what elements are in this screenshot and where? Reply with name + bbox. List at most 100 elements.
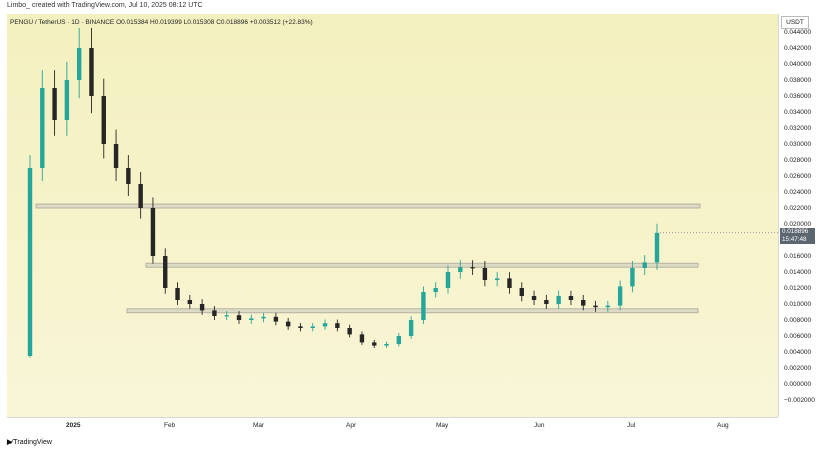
candle-body xyxy=(27,168,33,356)
candle-body xyxy=(310,326,315,328)
candle-body xyxy=(396,336,402,344)
price-tick-label: 0.024000 xyxy=(784,189,812,196)
price-tick-label: 0.032000 xyxy=(784,125,812,132)
price-tick-label: 0.012000 xyxy=(784,285,812,292)
last-price-label: 0.018896 15:47:48 xyxy=(780,228,815,244)
time-tick-label: Apr xyxy=(346,422,357,429)
candle-body xyxy=(298,326,303,328)
last-price-value: 0.018896 xyxy=(782,228,809,235)
price-tick-label: 0.014000 xyxy=(784,269,812,276)
candle-body xyxy=(285,321,291,327)
time-tick-label: May xyxy=(436,422,449,429)
top-caption-bar: Limbo_ created with TradingView.com, Jul… xyxy=(0,0,825,14)
time-tick-label: Jun xyxy=(534,422,545,429)
price-tick-label: −0.002000 xyxy=(784,397,815,404)
candle-body xyxy=(384,344,389,346)
candle-body xyxy=(654,232,660,263)
candle-body xyxy=(433,288,438,292)
price-tick-label: 0.020000 xyxy=(784,221,812,228)
time-tick-label: Feb xyxy=(164,422,176,429)
candle-body xyxy=(138,184,143,208)
zone-lower-support[interactable] xyxy=(126,308,699,314)
time-scale[interactable] xyxy=(7,417,778,436)
candle-body xyxy=(40,88,45,168)
price-tick-label: 0.040000 xyxy=(784,61,812,68)
tradingview-logo-text: TradingView xyxy=(13,439,52,446)
time-tick-label: Jul xyxy=(627,422,636,429)
candle-body xyxy=(261,316,266,319)
price-scale[interactable] xyxy=(778,14,825,417)
candle-body xyxy=(150,208,156,256)
candle-body xyxy=(445,272,451,288)
symbol-legend: PENGU / TetherUS · 1D · BINANCE O0.01538… xyxy=(10,19,313,26)
chart-pane[interactable] xyxy=(7,14,778,417)
zone-upper-resistance[interactable] xyxy=(35,203,701,209)
zone-middle-resistance[interactable] xyxy=(145,262,699,268)
candle-body xyxy=(605,305,611,308)
candle-body xyxy=(64,80,70,120)
price-tick-label: 0.002000 xyxy=(784,365,812,372)
candle-body xyxy=(249,318,254,320)
candle-body xyxy=(630,268,635,287)
price-tick-label: 0.026000 xyxy=(784,173,812,180)
candle-body xyxy=(175,288,180,300)
candle-body xyxy=(322,323,328,327)
candle-body xyxy=(113,144,119,168)
tradingview-logo-icon: ▶⁄ xyxy=(7,439,12,446)
price-tick-label: 0.028000 xyxy=(784,157,812,164)
candle-body xyxy=(544,300,549,304)
candle-body xyxy=(617,286,623,306)
price-tick-label: 0.034000 xyxy=(784,109,812,116)
candle-body xyxy=(89,48,94,96)
currency-selector[interactable]: USDT xyxy=(781,16,809,29)
candle-body xyxy=(470,267,475,269)
candle-body xyxy=(372,342,377,346)
candle-body xyxy=(187,300,193,304)
candle-body xyxy=(199,304,205,311)
candle-body xyxy=(458,267,463,272)
chart-caption: Limbo_ created with TradingView.com, Jul… xyxy=(7,2,203,9)
candle-body xyxy=(224,315,229,317)
price-tick-label: 0.008000 xyxy=(784,317,812,324)
candle-body xyxy=(163,256,168,288)
candle-body xyxy=(347,328,352,335)
time-tick-label: Mar xyxy=(253,422,265,429)
candle-body xyxy=(408,320,414,336)
candle-body xyxy=(593,305,598,308)
candle-body xyxy=(519,288,524,296)
price-tick-label: 0.030000 xyxy=(784,141,812,148)
candle-body xyxy=(236,315,242,320)
candle-body xyxy=(101,96,106,144)
candle-body xyxy=(482,268,488,280)
price-tick-label: 0.004000 xyxy=(784,349,812,356)
price-tick-label: 0.010000 xyxy=(784,301,812,308)
candle-body xyxy=(494,278,500,280)
price-tick-label: 0.044000 xyxy=(784,29,812,36)
price-tick-label: 0.022000 xyxy=(784,205,812,212)
candle-body xyxy=(126,168,131,184)
price-tick-label: 0.042000 xyxy=(784,45,812,52)
candle-body xyxy=(359,334,365,343)
candle-body xyxy=(76,48,82,80)
candle-body xyxy=(212,310,217,316)
price-tick-label: 0.036000 xyxy=(784,93,812,100)
price-tick-label: 0.006000 xyxy=(784,333,812,340)
candle-body xyxy=(568,296,574,300)
candle-body xyxy=(531,296,537,300)
candle-body xyxy=(335,323,340,328)
price-tick-label: 0.038000 xyxy=(784,77,812,84)
candle-body xyxy=(52,88,57,120)
candle-body xyxy=(642,262,647,268)
candle-body xyxy=(581,300,586,306)
candle-body xyxy=(507,278,512,288)
tradingview-logo[interactable]: ▶⁄ TradingView xyxy=(7,438,52,446)
candle-body xyxy=(421,292,426,320)
candle-body xyxy=(556,296,561,304)
candle-body xyxy=(273,316,279,322)
bar-countdown: 15:47:48 xyxy=(782,236,807,243)
time-tick-label: Aug xyxy=(717,422,729,429)
price-tick-label: 0.016000 xyxy=(784,253,812,260)
price-tick-label: 0.000000 xyxy=(784,381,812,388)
time-tick-label: 2025 xyxy=(66,422,81,429)
